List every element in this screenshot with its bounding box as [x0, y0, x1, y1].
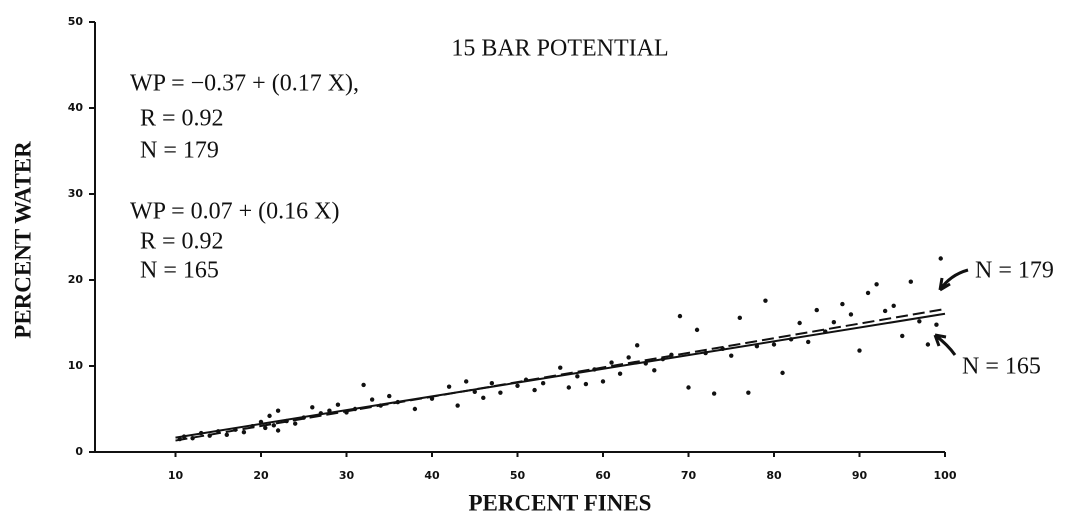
data-point — [498, 390, 503, 395]
data-point — [446, 384, 452, 389]
data-point — [412, 406, 418, 412]
data-point — [934, 322, 939, 327]
data-point — [515, 383, 520, 388]
data-point — [617, 371, 623, 376]
arrow — [938, 268, 969, 292]
data-point — [455, 403, 460, 408]
data-point — [900, 333, 905, 339]
data-point — [224, 432, 229, 437]
data-point — [275, 428, 281, 433]
data-point — [481, 395, 486, 401]
regression-line — [175, 307, 946, 442]
annotation: WP = 0.07 + (0.16 X) — [130, 199, 340, 225]
data-point — [874, 282, 879, 287]
data-point — [865, 290, 871, 296]
data-point — [600, 379, 606, 384]
data-point — [780, 370, 785, 376]
data-point — [840, 301, 845, 307]
data-point — [263, 425, 268, 431]
x-tick-label: 40 — [424, 469, 440, 482]
x-tick-label: 100 — [934, 469, 957, 482]
x-tick-label: 10 — [168, 469, 184, 482]
data-point — [241, 430, 247, 435]
x-tick-label: 30 — [339, 469, 355, 482]
data-point — [626, 355, 631, 360]
data-point — [711, 391, 717, 396]
data-point — [267, 413, 272, 419]
data-point — [746, 390, 751, 395]
data-point — [361, 382, 366, 388]
data-point — [857, 348, 862, 353]
y-tick-label: 30 — [68, 187, 84, 200]
y-tick-label: 50 — [68, 15, 84, 28]
data-point — [882, 308, 888, 314]
data-point — [566, 385, 571, 390]
data-point — [387, 393, 392, 399]
series-label: N = 179 — [975, 258, 1054, 284]
data-point — [763, 298, 768, 303]
annotation: WP = −0.37 + (0.17 X), — [130, 71, 359, 97]
data-point — [694, 327, 700, 333]
data-point — [575, 374, 580, 379]
x-tick-label: 50 — [510, 469, 526, 482]
data-point — [472, 389, 477, 394]
data-point — [729, 353, 734, 358]
data-point — [831, 319, 837, 325]
x-tick-label: 20 — [253, 469, 269, 482]
data-point — [737, 315, 742, 321]
data-point — [806, 339, 811, 345]
data-point — [464, 379, 469, 384]
annotation: R = 0.92 — [140, 229, 224, 255]
x-tick-label: 60 — [595, 469, 611, 482]
annotation: R = 0.92 — [140, 106, 224, 132]
data-point — [925, 342, 931, 347]
annotation: N = 179 — [140, 138, 219, 164]
data-point — [532, 387, 537, 393]
data-point — [489, 381, 495, 386]
chart-title: 15 BAR POTENTIAL — [451, 36, 668, 62]
data-point — [797, 320, 802, 326]
y-tick-label: 10 — [68, 359, 84, 372]
data-point — [677, 313, 683, 319]
data-point — [891, 303, 896, 308]
data-point — [293, 421, 298, 426]
data-point — [310, 405, 315, 410]
data-point — [686, 385, 691, 390]
data-point — [271, 423, 277, 428]
data-point — [908, 279, 913, 284]
data-point — [583, 381, 589, 387]
arrow — [933, 333, 957, 356]
y-tick-label: 40 — [68, 101, 84, 114]
regression-line — [175, 312, 946, 439]
data-point — [335, 402, 341, 407]
data-point — [275, 408, 281, 413]
data-point — [848, 312, 854, 317]
series-label: N = 165 — [962, 354, 1041, 380]
x-tick-label: 70 — [681, 469, 697, 482]
y-tick-label: 0 — [75, 445, 83, 458]
x-tick-label: 90 — [852, 469, 868, 482]
data-point — [369, 397, 375, 402]
annotation: N = 165 — [140, 258, 219, 284]
data-point — [814, 307, 819, 313]
x-tick-label: 80 — [766, 469, 782, 482]
data-point — [558, 365, 563, 370]
data-point — [540, 381, 546, 386]
data-point — [771, 342, 777, 347]
x-axis-label: PERCENT FINES — [469, 490, 652, 515]
data-point — [917, 319, 922, 324]
data-point — [635, 343, 640, 348]
data-point — [938, 256, 943, 261]
data-point — [652, 368, 657, 373]
y-tick-label: 20 — [68, 273, 84, 286]
y-axis-label: PERCENT WATER — [10, 141, 35, 339]
data-point — [609, 360, 614, 365]
